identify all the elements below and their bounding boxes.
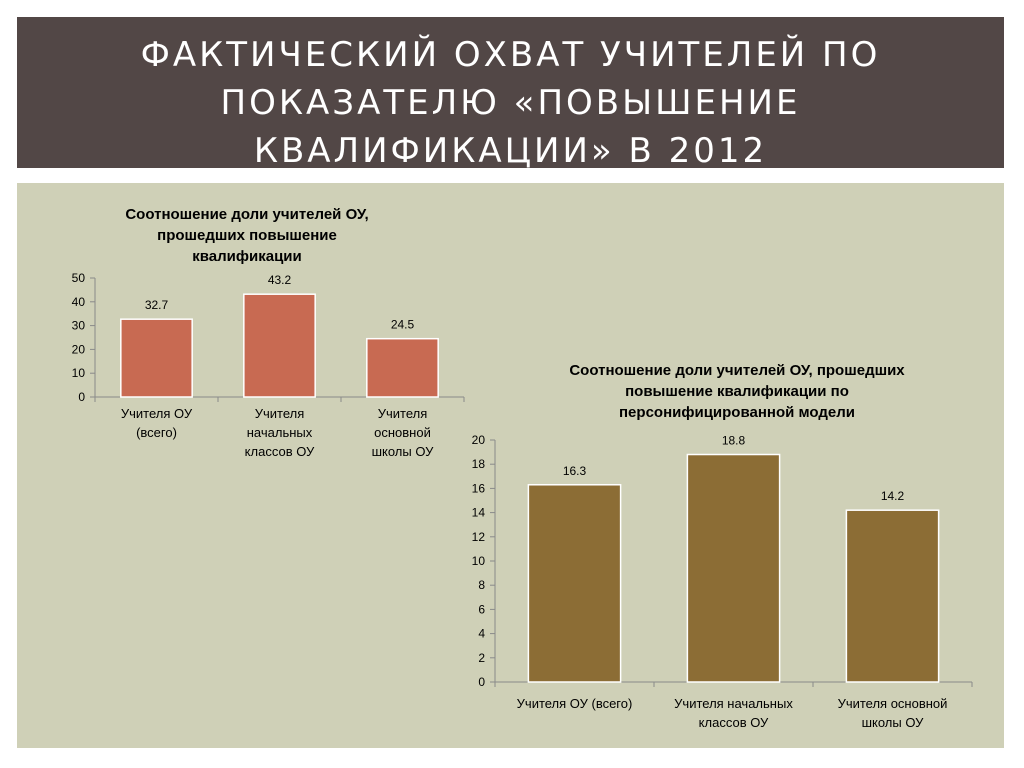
chart-2-category-label-line: Учителя основной — [838, 696, 948, 711]
chart-1-title-line-3: квалификации — [192, 248, 302, 265]
chart-1-title: Соотношение доли учителей ОУ, прошедших … — [77, 204, 417, 267]
chart-2-y-tick-label: 8 — [478, 578, 485, 592]
chart-2-category-label-line: Учителя начальных — [674, 696, 793, 711]
chart-1-category-label-line: школы ОУ — [372, 444, 435, 459]
title-bar: ФАКТИЧЕСКИЙ ОХВАТ УЧИТЕЛЕЙ ПО ПОКАЗАТЕЛЮ… — [17, 17, 1004, 171]
chart-1-category-label: Учителя ОУ (всего) — [121, 406, 193, 440]
chart-1-category-label-line: Учителя — [255, 406, 305, 421]
chart-2-y-tick-label: 18 — [472, 457, 486, 471]
chart-1-bar — [366, 337, 439, 398]
chart-1-category-label-line: основной — [374, 425, 431, 440]
chart-1-category-label: Учителя начальных классов ОУ — [245, 406, 315, 459]
chart-1-data-label: 43.2 — [268, 273, 292, 287]
chart-2-y-tick-label: 20 — [472, 433, 486, 447]
slide-title: ФАКТИЧЕСКИЙ ОХВАТ УЧИТЕЛЕЙ ПО ПОКАЗАТЕЛЮ… — [17, 31, 1004, 175]
chart-2-y-tick-label: 16 — [472, 481, 486, 495]
chart-2-y-tick-label: 10 — [472, 554, 486, 568]
chart-2-category-label: Учителя начальных классов ОУ — [674, 696, 793, 730]
content-area: Соотношение доли учителей ОУ, прошедших … — [17, 183, 1004, 748]
chart-1-y-tick-label: 20 — [72, 342, 86, 356]
chart-2-category-label-line: классов ОУ — [699, 715, 769, 730]
chart-1: 0 10 20 30 40 50 32.7 Учителя ОУ (всего) 43.2 Учит… — [72, 271, 465, 459]
chart-2-category-label-line: школы ОУ — [862, 715, 925, 730]
chart-1-bar — [243, 293, 316, 398]
chart-2-data-label: 14.2 — [881, 489, 905, 503]
slide-title-line-1: ФАКТИЧЕСКИЙ ОХВАТ УЧИТЕЛЕЙ ПО — [140, 35, 881, 75]
chart-1-category-label-line: начальных — [247, 425, 313, 440]
chart-1-bar — [120, 318, 193, 398]
chart-2-y-tick-label: 12 — [472, 530, 486, 544]
chart-2-y-tick-label: 6 — [478, 602, 485, 616]
chart-1-y-tick-label: 0 — [78, 390, 85, 404]
chart-1-title-line-2: прошедших повышение — [157, 227, 337, 244]
chart-2-title-line-1: Соотношение доли учителей ОУ, прошедших — [569, 362, 905, 379]
chart-2-data-label: 18.8 — [722, 434, 746, 448]
slide-title-line-2: ПОКАЗАТЕЛЮ «ПОВЫШЕНИЕ — [220, 83, 801, 123]
chart-1-category-label-line: (всего) — [136, 425, 177, 440]
chart-2-title-line-3: персонифицированной модели — [619, 404, 855, 421]
chart-1-y-tick-label: 40 — [72, 295, 86, 309]
chart-1-category-label-line: Учителя ОУ — [121, 406, 193, 421]
chart-1-y-tick-label: 30 — [72, 319, 86, 333]
chart-1-data-label: 24.5 — [391, 318, 415, 332]
chart-2-category-label-line: Учителя ОУ (всего) — [517, 696, 633, 711]
chart-1-category-label-line: Учителя — [378, 406, 428, 421]
chart-2-y-tick-label: 14 — [472, 506, 486, 520]
chart-2-bar — [845, 509, 940, 683]
chart-1-y-tick-label: 10 — [72, 366, 86, 380]
chart-2-y-tick-label: 2 — [478, 651, 485, 665]
chart-2: 0 2 4 6 8 10 12 14 16 18 20 16.3 Учителя ОУ (всего) 1… — [472, 433, 973, 730]
chart-2-data-label: 16.3 — [563, 464, 587, 478]
chart-2-category-label: Учителя основной школы ОУ — [838, 696, 948, 730]
chart-2-y-tick-label: 4 — [478, 627, 485, 641]
chart-1-title-line-1: Соотношение доли учителей ОУ, — [125, 206, 369, 223]
chart-1-y-tick-label: 50 — [72, 271, 86, 285]
chart-2-title: Соотношение доли учителей ОУ, прошедших … — [512, 360, 962, 423]
chart-2-bar — [686, 453, 781, 683]
chart-2-bar — [527, 484, 622, 683]
chart-1-category-label: Учителя основной школы ОУ — [372, 406, 435, 459]
chart-1-data-label: 32.7 — [145, 298, 169, 312]
chart-2-title-line-2: повышение квалификации по — [625, 383, 849, 400]
slide-title-line-3: КВАЛИФИКАЦИИ» В 2012 — [253, 131, 768, 171]
chart-1-category-label-line: классов ОУ — [245, 444, 315, 459]
chart-2-y-tick-label: 0 — [478, 675, 485, 689]
chart-2-category-label: Учителя ОУ (всего) — [517, 696, 633, 711]
